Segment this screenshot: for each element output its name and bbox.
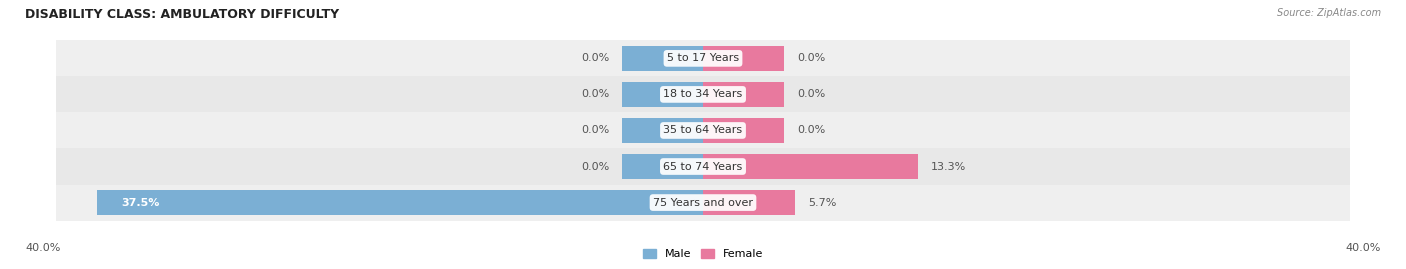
Text: 40.0%: 40.0% xyxy=(1346,243,1381,253)
Text: 13.3%: 13.3% xyxy=(931,161,966,172)
Text: 0.0%: 0.0% xyxy=(797,89,825,100)
Bar xyxy=(703,46,785,71)
Bar xyxy=(56,76,1350,112)
Text: 65 to 74 Years: 65 to 74 Years xyxy=(664,161,742,172)
Text: 0.0%: 0.0% xyxy=(581,53,609,63)
Text: 0.0%: 0.0% xyxy=(581,89,609,100)
Text: 75 Years and over: 75 Years and over xyxy=(652,197,754,208)
Legend: Male, Female: Male, Female xyxy=(638,244,768,263)
Text: DISABILITY CLASS: AMBULATORY DIFFICULTY: DISABILITY CLASS: AMBULATORY DIFFICULTY xyxy=(25,8,339,21)
Bar xyxy=(56,148,1350,185)
Bar xyxy=(56,185,1350,221)
Text: 0.0%: 0.0% xyxy=(581,125,609,136)
Text: 40.0%: 40.0% xyxy=(25,243,60,253)
Text: 0.0%: 0.0% xyxy=(797,125,825,136)
Bar xyxy=(621,46,703,71)
Bar xyxy=(56,112,1350,148)
Text: 0.0%: 0.0% xyxy=(581,161,609,172)
Bar xyxy=(703,154,918,179)
Text: 18 to 34 Years: 18 to 34 Years xyxy=(664,89,742,100)
Text: 37.5%: 37.5% xyxy=(121,197,159,208)
Text: 35 to 64 Years: 35 to 64 Years xyxy=(664,125,742,136)
Bar xyxy=(703,82,785,107)
Bar xyxy=(703,118,785,143)
Bar xyxy=(703,190,796,215)
Bar xyxy=(621,82,703,107)
Text: 5 to 17 Years: 5 to 17 Years xyxy=(666,53,740,63)
Bar xyxy=(56,40,1350,76)
Text: 5.7%: 5.7% xyxy=(808,197,837,208)
Bar xyxy=(97,190,703,215)
Bar xyxy=(621,154,703,179)
Text: Source: ZipAtlas.com: Source: ZipAtlas.com xyxy=(1277,8,1381,18)
Bar xyxy=(621,118,703,143)
Text: 0.0%: 0.0% xyxy=(797,53,825,63)
